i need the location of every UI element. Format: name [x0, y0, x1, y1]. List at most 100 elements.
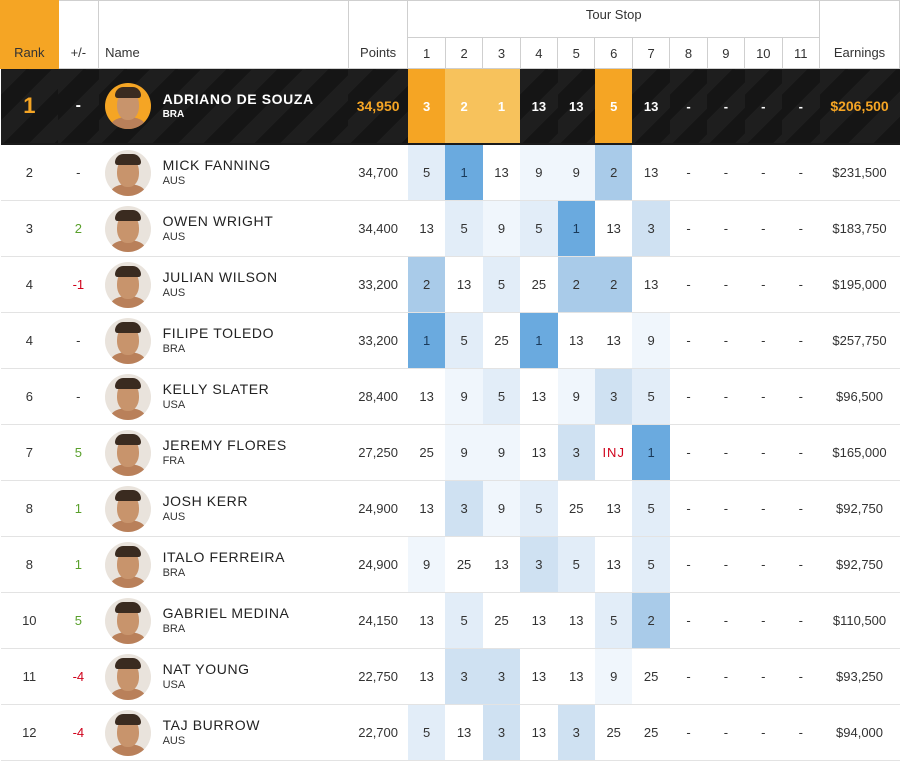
leader-row[interactable]: 1- ADRIANO DE SOUZA BRA 34,950 3 2 1 13 13 5 13- - -…: [0, 68, 900, 145]
surfer-cell[interactable]: TAJ BURROW AUS: [98, 704, 349, 761]
surfer-cell[interactable]: JULIAN WILSON AUS: [98, 256, 349, 313]
header-stop-8[interactable]: 8: [669, 37, 708, 69]
stop-result-8: -: [669, 480, 708, 537]
stop-result-5: 2: [557, 256, 595, 313]
table-row[interactable]: 6- KELLY SLATER USA 28,400 13 9 5 13 9 3 5- - - - $96,…: [0, 368, 900, 425]
surfer-name[interactable]: GABRIEL MEDINA: [162, 605, 290, 621]
surfer-name[interactable]: TAJ BURROW: [162, 717, 261, 733]
rank-cell: 4: [0, 312, 59, 369]
surfer-cell[interactable]: JEREMY FLORES FRA: [98, 424, 349, 481]
surfer-name[interactable]: FILIPE TOLEDO: [162, 325, 275, 341]
table-row[interactable]: 8 1 JOSH KERR AUS 24,900 13 3 9 5 25 13 5- - - - $92,75…: [0, 480, 900, 537]
surfer-name[interactable]: JOSH KERR: [162, 493, 249, 509]
stop-result-1: 5: [407, 144, 446, 201]
header-stop-2[interactable]: 2: [444, 37, 484, 69]
surfer-country: FRA: [162, 455, 185, 467]
header-stop-10[interactable]: 10: [744, 37, 783, 69]
surfer-text: OWEN WRIGHT AUS: [163, 213, 274, 244]
surfer-name[interactable]: OWEN WRIGHT: [162, 213, 274, 229]
header-stop-3[interactable]: 3: [482, 37, 521, 69]
surfer-cell[interactable]: MICK FANNING AUS: [98, 144, 349, 201]
stop-result-11: -: [782, 368, 820, 425]
table-row[interactable]: 3 2 OWEN WRIGHT AUS 34,400 13 5 9 5 1 13 3- - - - $183,…: [0, 200, 900, 257]
table-row[interactable]: 2- MICK FANNING AUS 34,700 5 1 13 9 9 2 13- - - - $231…: [0, 144, 900, 201]
surfer-country: AUS: [162, 175, 186, 187]
surfer-cell[interactable]: ITALO FERREIRA BRA: [98, 536, 349, 593]
surfer-name[interactable]: NAT YOUNG: [162, 661, 250, 677]
stop-result-5: 5: [557, 536, 595, 593]
table-row[interactable]: 7 5 JEREMY FLORES FRA 27,250 25 9 9 13 3 INJ 1- - - - $…: [0, 424, 900, 481]
stop-result-11: -: [782, 704, 820, 761]
stop-result-1: 25: [407, 424, 446, 481]
avatar: [104, 429, 151, 476]
stop-result-10: -: [744, 424, 783, 481]
earnings-cell: $231,500: [819, 144, 900, 201]
surfer-cell[interactable]: JOSH KERR AUS: [98, 480, 349, 537]
avatar: [104, 261, 151, 308]
points-cell: 34,950: [348, 68, 408, 145]
header-change[interactable]: +/-: [57, 0, 100, 69]
stop-result-7: 13: [632, 256, 670, 313]
surfer-text: ADRIANO DE SOUZA BRA: [163, 91, 314, 122]
surfer-name[interactable]: ITALO FERREIRA: [162, 549, 286, 565]
stop-result-5: 25: [557, 480, 595, 537]
table-row[interactable]: 11 -4 NAT YOUNG USA 22,750 13 3 3 13 13 9 25- - - - $93…: [0, 648, 900, 705]
surfer-name[interactable]: ADRIANO DE SOUZA: [162, 90, 314, 107]
surfer-name[interactable]: JULIAN WILSON: [162, 269, 278, 285]
table-row[interactable]: 12 -4 TAJ BURROW AUS 22,700 5 13 3 13 3 25 25- - - - $9…: [0, 704, 900, 761]
points-cell: 28,400: [348, 368, 408, 425]
stop-result-8: -: [669, 256, 708, 313]
surfer-cell[interactable]: ADRIANO DE SOUZA BRA: [98, 68, 349, 145]
surfer-text: KELLY SLATER USA: [163, 381, 270, 412]
stop-result-3: 3: [482, 648, 521, 705]
stop-result-3: 1: [482, 68, 521, 145]
table-row[interactable]: 8 1 ITALO FERREIRA BRA 24,900 9 25 13 3 5 13 5- - - - $…: [0, 536, 900, 593]
header-stop-6[interactable]: 6: [594, 37, 633, 69]
header-stop-7[interactable]: 7: [631, 37, 671, 69]
table-row[interactable]: 4 -1 JULIAN WILSON AUS 33,200 2 13 5 25 2 2 13- - - - $…: [0, 256, 900, 313]
stop-result-2: 1: [445, 144, 483, 201]
earnings-cell: $206,500: [819, 68, 900, 145]
surfer-text: GABRIEL MEDINA BRA: [163, 605, 290, 636]
header-stop-4[interactable]: 4: [519, 37, 559, 69]
surfer-name[interactable]: MICK FANNING: [162, 157, 271, 173]
surfer-text: TAJ BURROW AUS: [163, 717, 261, 748]
header-stop-11[interactable]: 11: [781, 37, 821, 69]
stop-result-8: -: [669, 424, 708, 481]
rank-cell: 1: [0, 68, 59, 145]
stop-result-8: -: [669, 648, 708, 705]
stop-result-9: -: [707, 144, 745, 201]
surfer-cell[interactable]: NAT YOUNG USA: [98, 648, 349, 705]
surfer-cell[interactable]: KELLY SLATER USA: [98, 368, 349, 425]
earnings-cell: $195,000: [819, 256, 900, 313]
surfer-cell[interactable]: FILIPE TOLEDO BRA: [98, 312, 349, 369]
points-cell: 27,250: [348, 424, 408, 481]
header-name[interactable]: Name: [98, 0, 349, 69]
earnings-cell: $165,000: [819, 424, 900, 481]
surfer-country: BRA: [162, 108, 185, 120]
surfer-country: AUS: [162, 511, 186, 523]
stop-result-9: -: [707, 68, 745, 145]
header-points[interactable]: Points: [347, 0, 409, 69]
header-earnings[interactable]: Earnings: [819, 0, 900, 69]
earnings-cell: $93,250: [819, 648, 900, 705]
surfer-name[interactable]: KELLY SLATER: [162, 381, 270, 397]
header-stop-1[interactable]: 1: [407, 37, 446, 69]
table-row[interactable]: 4- FILIPE TOLEDO BRA 33,200 1 5 25 1 13 13 9- - - - $2…: [0, 312, 900, 369]
surfer-cell[interactable]: OWEN WRIGHT AUS: [98, 200, 349, 257]
change-cell: -: [58, 368, 99, 425]
change-cell: 1: [58, 480, 99, 537]
surfer-cell[interactable]: GABRIEL MEDINA BRA: [98, 592, 349, 649]
table-row[interactable]: 10 5 GABRIEL MEDINA BRA 24,150 13 5 25 13 13 5 2- - -…: [0, 592, 900, 649]
stop-result-4: 13: [520, 704, 558, 761]
surfer-info: JOSH KERR AUS: [99, 485, 349, 532]
header-stop-9[interactable]: 9: [706, 37, 746, 69]
stop-result-5: 3: [557, 424, 595, 481]
stop-result-3: 9: [482, 200, 521, 257]
header-rank[interactable]: Rank: [0, 0, 59, 69]
header-stop-5[interactable]: 5: [557, 37, 596, 69]
stop-result-4: 13: [520, 368, 558, 425]
surfer-name[interactable]: JEREMY FLORES: [162, 437, 287, 453]
surfer-info: NAT YOUNG USA: [99, 653, 349, 700]
